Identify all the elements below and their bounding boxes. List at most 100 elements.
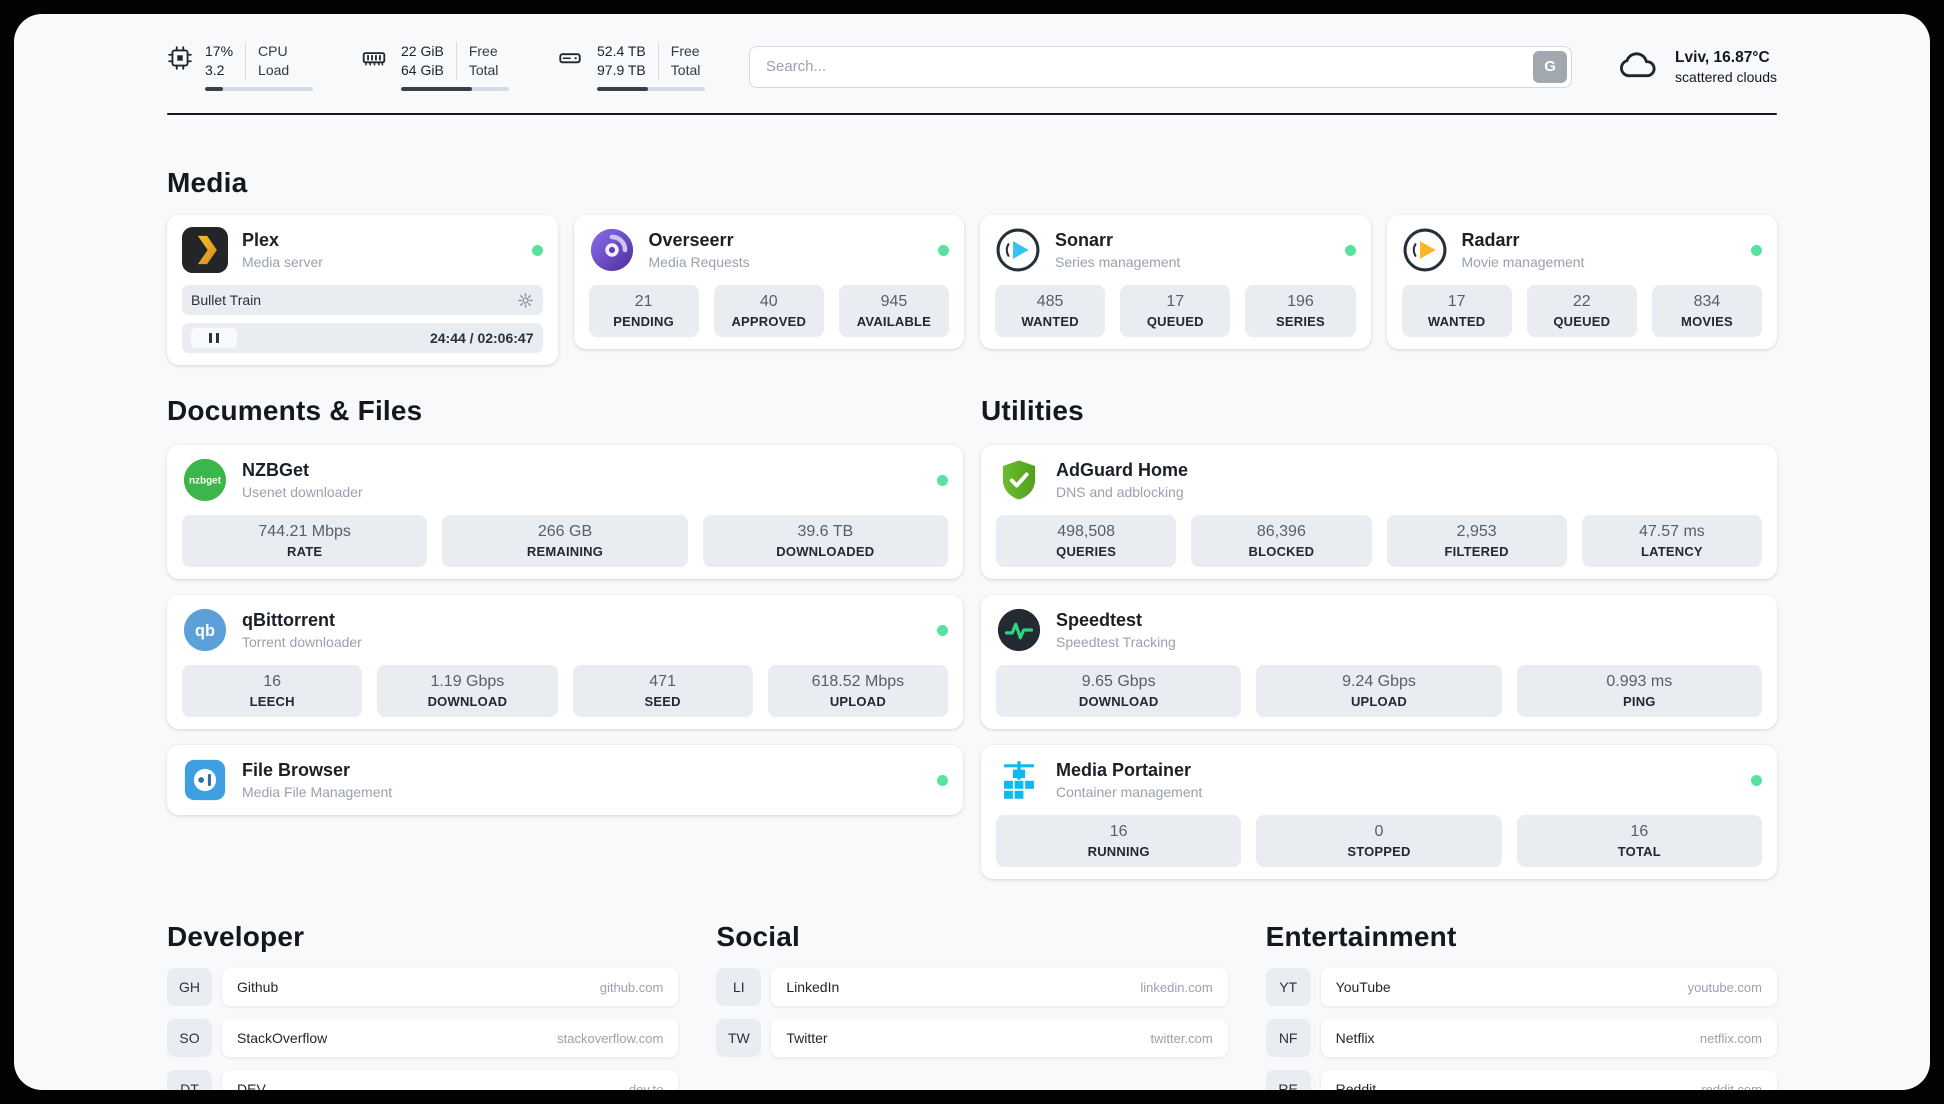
header: 17% 3.2 CPU Load	[167, 14, 1777, 91]
stat-series: 196 SERIES	[1245, 285, 1356, 337]
bookmark-link-youtube[interactable]: YouTube youtube.com	[1320, 968, 1777, 1006]
stat-value: 0.993 ms	[1606, 673, 1673, 690]
app-card-portainer[interactable]: Media Portainer Container management 16 …	[981, 745, 1777, 879]
bookmark-row: SO StackOverflow stackoverflow.com	[167, 1019, 679, 1057]
app-card-radarr[interactable]: Radarr Movie management 17 WANTED 22 QUE…	[1386, 215, 1777, 349]
app-subtitle: Media server	[242, 254, 323, 270]
stat-queries: 498,508 QUERIES	[996, 515, 1177, 567]
stat-label: WANTED	[1021, 314, 1079, 329]
pause-button[interactable]	[191, 328, 237, 348]
app-subtitle: Series management	[1055, 254, 1181, 270]
status-online-dot	[937, 774, 948, 786]
stat-pending: 21 PENDING	[588, 285, 699, 337]
bookmark-link-stackoverflow[interactable]: StackOverflow stackoverflow.com	[222, 1019, 679, 1057]
bookmark-link-reddit[interactable]: Reddit reddit.com	[1320, 1070, 1777, 1090]
ram-progress-fill	[401, 87, 473, 91]
app-card-adguard[interactable]: AdGuard Home DNS and adblocking 498,508 …	[981, 445, 1777, 579]
stat-label: MOVIES	[1681, 314, 1733, 329]
app-card-sonarr[interactable]: Sonarr Series management 485 WANTED 17 Q…	[980, 215, 1371, 349]
cpu-icon	[167, 45, 193, 76]
stat-label: REMAINING	[526, 544, 604, 559]
section-title-utilities: Utilities	[981, 395, 1084, 426]
disk-total-label: Total	[670, 62, 701, 78]
bookmark-url: twitter.com	[1150, 1030, 1213, 1046]
bookmark-row: DT DEV dev.to	[167, 1070, 679, 1090]
stat-label: LATENCY	[1640, 544, 1703, 559]
stat-value: 39.6 TB	[797, 523, 854, 540]
app-card-filebrowser[interactable]: File Browser Media File Management	[167, 745, 963, 815]
stat-label: AVAILABLE	[856, 314, 932, 329]
app-subtitle: Torrent downloader	[242, 634, 362, 650]
stat-value: 485	[1036, 293, 1064, 310]
stat-value: 618.52 Mbps	[811, 673, 905, 690]
bookmark-link-github[interactable]: Github github.com	[222, 968, 679, 1006]
bookmark-abbr: RE	[1265, 1070, 1311, 1090]
app-name: Overseerr	[648, 230, 734, 250]
bookmark-link-linkedin[interactable]: LinkedIn linkedin.com	[771, 968, 1228, 1006]
bookmark-abbr: LI	[716, 968, 762, 1006]
app-card-overseerr[interactable]: Overseerr Media Requests 21 PENDING 40 A…	[573, 215, 964, 349]
search-input[interactable]	[749, 45, 1573, 88]
weather-widget: Lviv, 16.87°C scattered clouds	[1616, 46, 1777, 87]
dashboard-panel: 17% 3.2 CPU Load	[14, 14, 1930, 1090]
bookmark-link-twitter[interactable]: Twitter twitter.com	[771, 1019, 1228, 1057]
stat-download: 9.65 Gbps DOWNLOAD	[996, 665, 1242, 717]
ram-total-value: 64 GiB	[401, 62, 444, 78]
app-card-speedtest[interactable]: Speedtest Speedtest Tracking 9.65 Gbps D…	[981, 595, 1777, 729]
cpu-label: CPU	[258, 43, 288, 59]
section-title-documents: Documents & Files	[167, 395, 423, 426]
stat-label: DOWNLOAD	[1078, 694, 1159, 709]
status-online-dot	[1751, 244, 1762, 256]
section-title-developer: Developer	[167, 921, 305, 952]
bookmark-url: youtube.com	[1687, 979, 1762, 995]
bookmark-column-entertainment: Entertainment YT YouTube youtube.com NF …	[1265, 921, 1777, 1090]
stat-filtered: 2,953 FILTERED	[1386, 515, 1567, 567]
bookmark-abbr: TW	[716, 1019, 762, 1057]
app-card-nzbget[interactable]: nzbget NZBGet Usenet downloader 744.21 M…	[167, 445, 963, 579]
radarr-icon	[1402, 227, 1448, 273]
stat-value: 471	[649, 673, 676, 690]
disk-icon	[555, 45, 585, 76]
bookmark-row: GH Github github.com	[167, 968, 679, 1006]
qbittorrent-icon: qb	[182, 607, 228, 653]
bookmark-link-dev[interactable]: DEV dev.to	[222, 1070, 679, 1090]
cloud-icon	[1616, 46, 1662, 87]
disk-progress-bar	[597, 87, 705, 91]
stat-label: FILTERED	[1444, 544, 1509, 559]
cpu-load-value: 3.2	[205, 62, 225, 78]
cpu-widget: 17% 3.2 CPU Load	[167, 42, 313, 91]
weather-location: Lviv, 16.87°C	[1675, 48, 1770, 66]
app-card-plex[interactable]: Plex Media server Bullet Train	[167, 215, 558, 365]
stat-leech: 16 LEECH	[182, 665, 363, 717]
bookmark-link-netflix[interactable]: Netflix netflix.com	[1320, 1019, 1777, 1057]
cpu-usage-value: 17%	[205, 43, 234, 59]
stat-value: 0	[1374, 823, 1384, 840]
stat-seed: 471 SEED	[572, 665, 753, 717]
stat-label: QUERIES	[1056, 544, 1117, 559]
app-name: Speedtest	[1056, 610, 1143, 630]
gear-icon[interactable]	[517, 292, 534, 309]
search-engine-button[interactable]: G	[1533, 50, 1568, 83]
nzbget-icon: nzbget	[182, 457, 228, 503]
stat-label: BLOCKED	[1248, 544, 1315, 559]
plex-icon	[182, 227, 228, 273]
stat-value: 17	[1447, 293, 1466, 310]
stat-value: 47.57 ms	[1638, 523, 1705, 540]
filebrowser-icon	[182, 757, 228, 803]
stat-label: RATE	[287, 544, 323, 559]
stat-total: 16 TOTAL	[1516, 815, 1762, 867]
stat-label: QUEUED	[1146, 314, 1204, 329]
overseerr-icon	[589, 227, 635, 273]
status-online-dot	[531, 244, 543, 256]
app-name: qBittorrent	[242, 610, 335, 630]
stat-movies: 834 MOVIES	[1651, 285, 1763, 337]
status-online-dot	[1344, 244, 1356, 256]
stat-value: 498,508	[1057, 523, 1116, 540]
app-card-qbittorrent[interactable]: qb qBittorrent Torrent downloader 16 LEE…	[167, 595, 963, 729]
cpu-progress-fill	[205, 87, 224, 91]
stat-upload: 618.52 Mbps UPLOAD	[767, 665, 948, 717]
stat-label: UPLOAD	[829, 694, 886, 709]
stat-remaining: 266 GB REMAINING	[442, 515, 688, 567]
bookmark-name: StackOverflow	[237, 1030, 328, 1046]
